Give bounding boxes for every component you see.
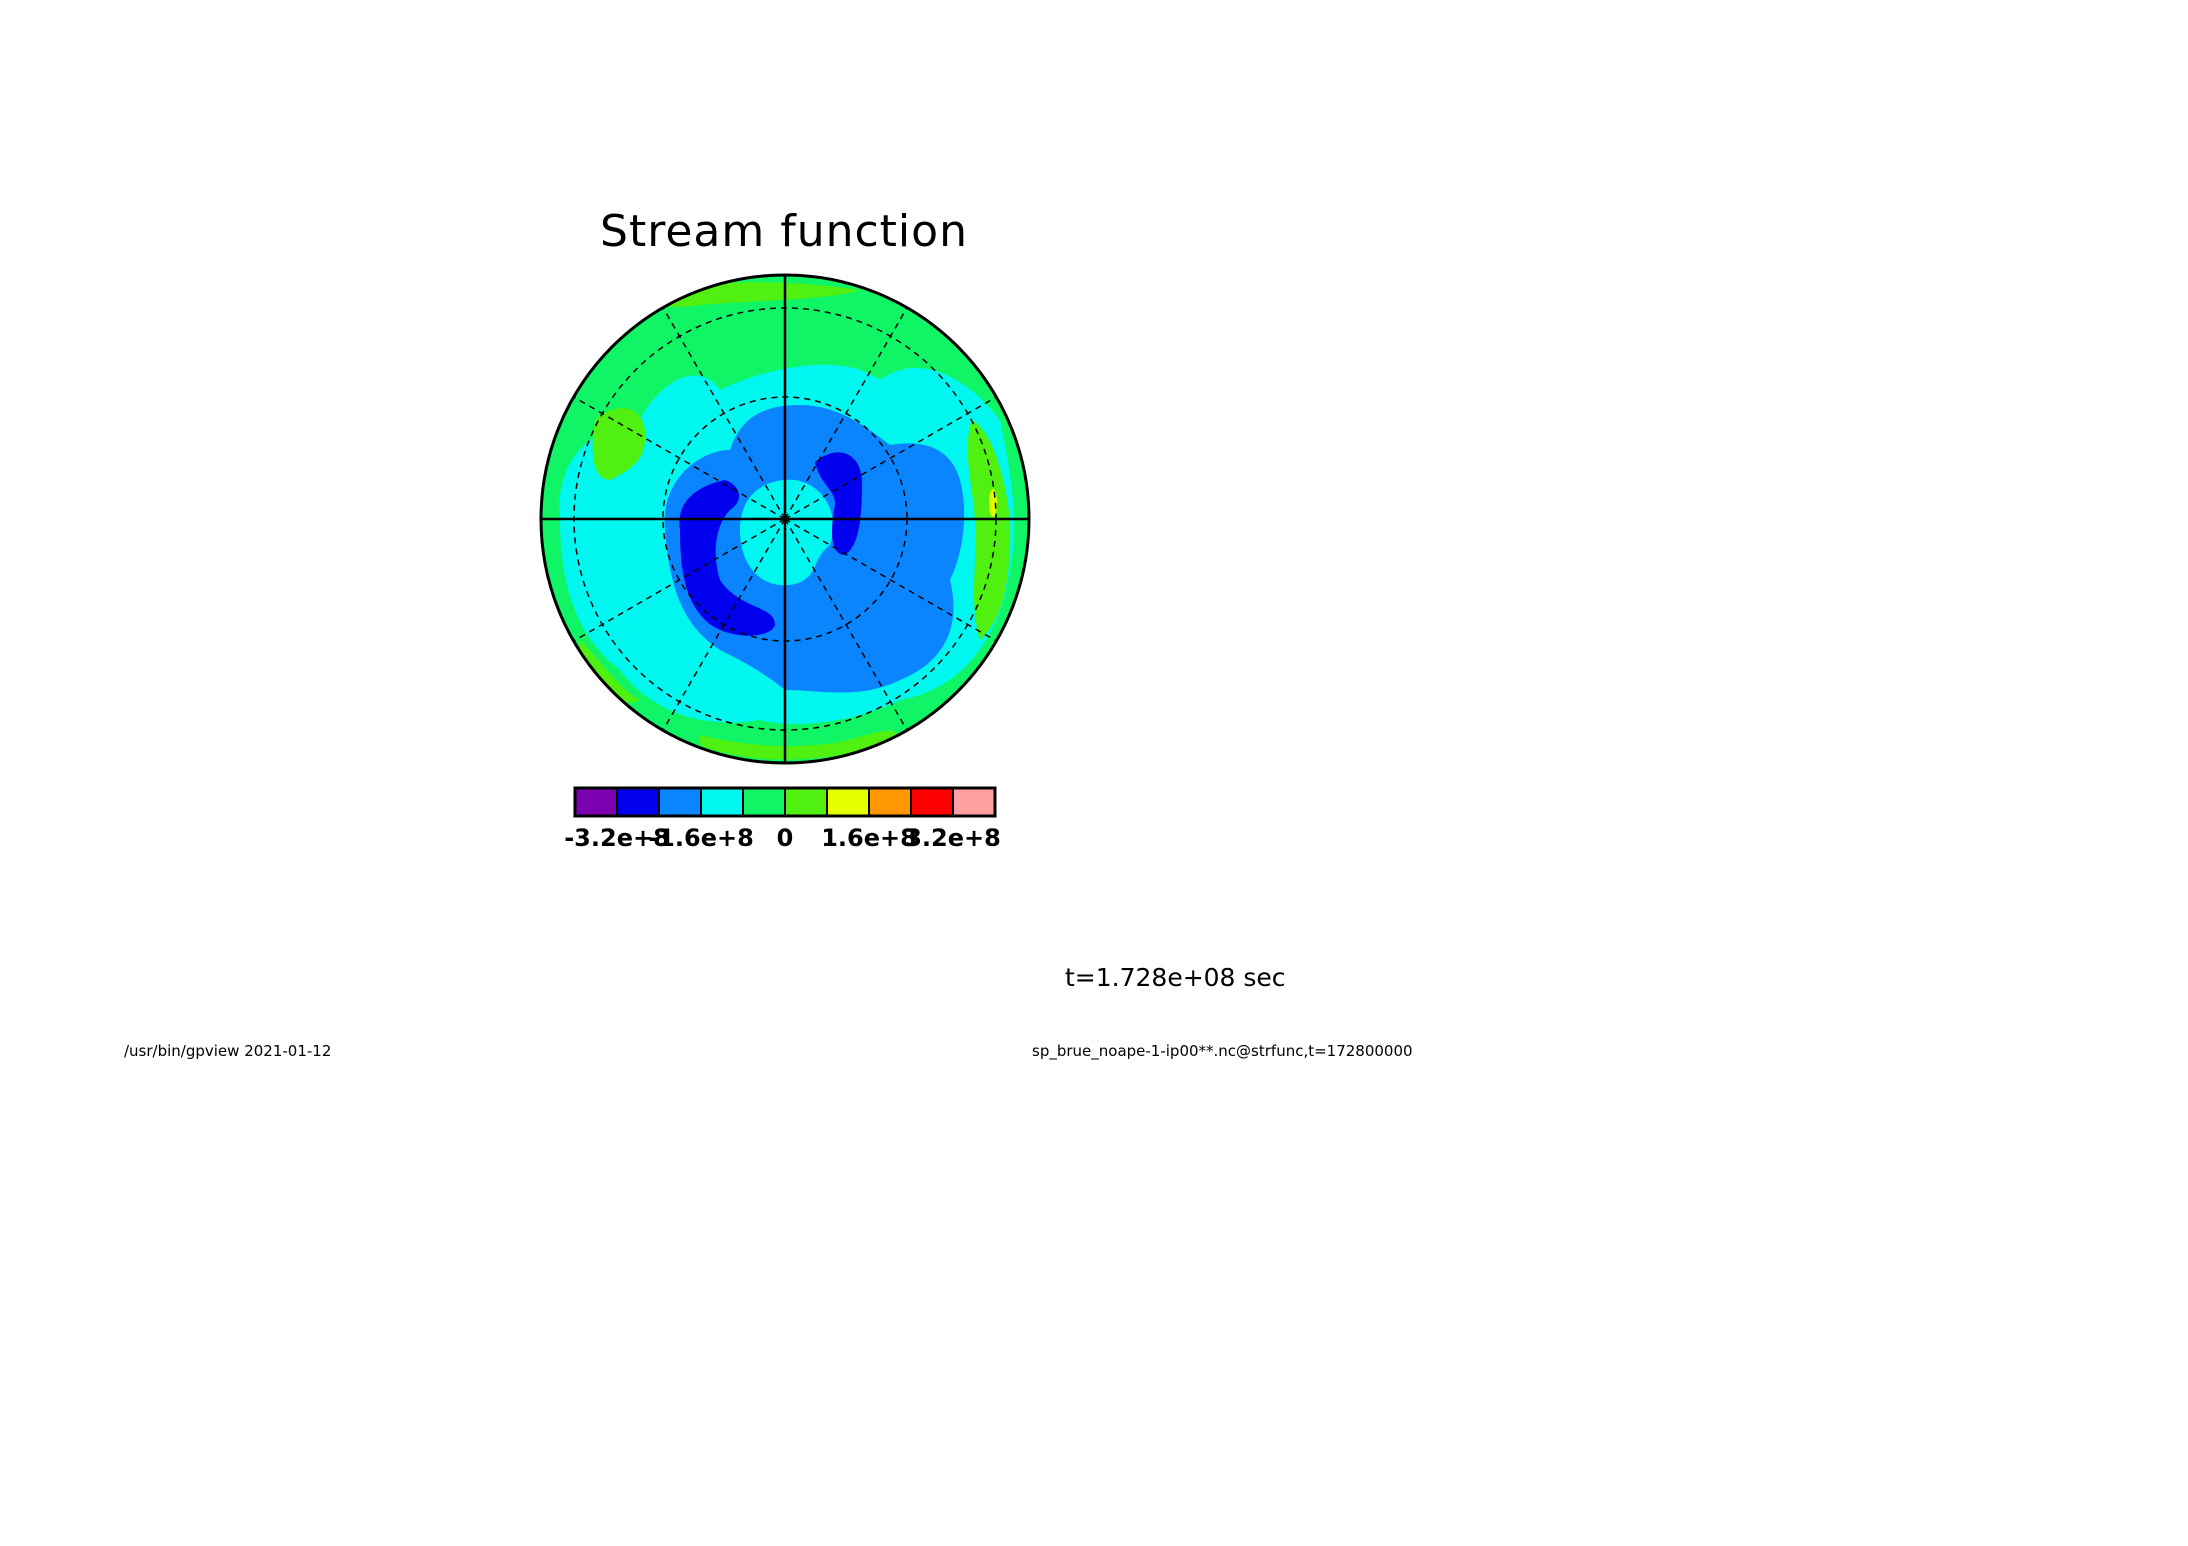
meridian-330 xyxy=(784,396,997,520)
field-lightgreen-south xyxy=(700,730,900,760)
time-label: t=1.728e+08 sec xyxy=(1065,963,1286,992)
meridian-60 xyxy=(784,518,908,731)
colorbar-bin-9 xyxy=(952,787,996,817)
colorbar-tick-label: -3.2e+8 xyxy=(564,824,670,852)
meridian-150 xyxy=(573,518,786,642)
map-boundary xyxy=(539,273,1031,765)
colorbar-tick-label: -1.6e+8 xyxy=(648,824,754,852)
footer-program-date: /usr/bin/gpview 2021-01-12 xyxy=(124,1042,332,1060)
colorbar-outline xyxy=(573,786,997,818)
colorbar-tick-label: 3.2e+8 xyxy=(905,824,1001,852)
meridian-lines xyxy=(573,307,997,731)
meridian-120 xyxy=(662,518,786,731)
colorbar-bin-6 xyxy=(826,787,870,817)
field-lightgreen-nw xyxy=(592,408,646,480)
colorbar-bin-4 xyxy=(742,787,786,817)
meridian-30 xyxy=(784,518,997,642)
colorbar-bin-5 xyxy=(784,787,828,817)
colorbar-bin-8 xyxy=(910,787,954,817)
chart-title: Stream function xyxy=(600,206,968,257)
meridian-240 xyxy=(662,307,786,520)
colorbar-bin-7 xyxy=(868,787,912,817)
meridian-300 xyxy=(784,307,908,520)
footer-source: sp_brue_noape-1-ip00**.nc@strfunc,t=1728… xyxy=(1032,1042,1413,1060)
colorbar-tick-label: 0 xyxy=(777,824,794,852)
field-darkblue-east xyxy=(815,452,862,555)
field-lightgreen-east xyxy=(967,420,1011,640)
colorbar: -3.2e+8-1.6e+8 0 1.6e+83.2e+8 xyxy=(564,786,1001,852)
plot-canvas: -3.2e+8-1.6e+8 0 1.6e+83.2e+8 xyxy=(539,273,1031,852)
solid-axes xyxy=(541,275,1029,763)
colorbar-tick-label: 1.6e+8 xyxy=(821,824,917,852)
colorbar-bin-1 xyxy=(616,787,660,817)
colorbar-bin-3 xyxy=(700,787,744,817)
meridian-210 xyxy=(573,396,786,520)
colorbar-bin-0 xyxy=(574,787,618,817)
colorbar-bin-2 xyxy=(658,787,702,817)
